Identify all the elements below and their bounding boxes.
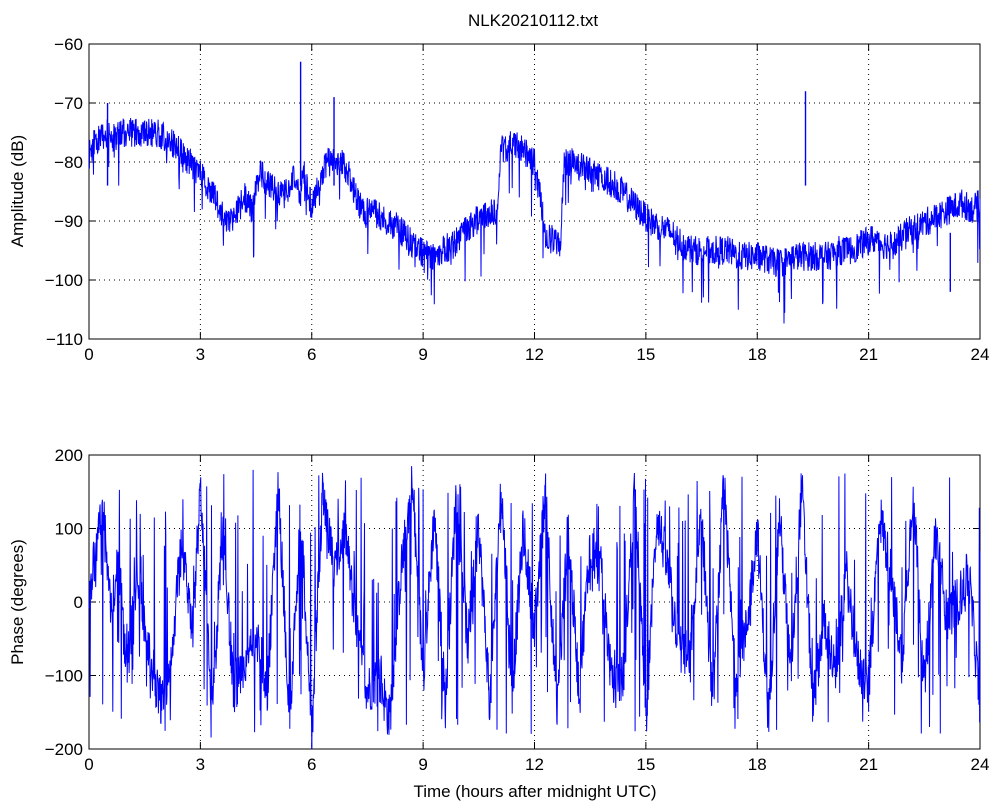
amplitude-x-tick-labels: 0 3 6 9 12 15 18 21 24	[84, 345, 989, 364]
amplitude-axes: 0 3 6 9 12 15 18 21 24 −110 −100 −90 −80 −70 −60 Ampl…	[8, 35, 989, 364]
y-tick-label: 200	[55, 446, 83, 465]
y-tick-label: −200	[45, 740, 83, 759]
phase-y-tick-labels: −200 −100 0 100 200	[45, 446, 83, 759]
x-tick-label: 18	[748, 755, 767, 774]
x-tick-label: 21	[859, 345, 878, 364]
y-tick-label: −110	[46, 330, 83, 349]
x-tick-label: 12	[525, 755, 544, 774]
x-tick-label: 0	[84, 755, 93, 774]
x-tick-label: 3	[196, 755, 205, 774]
y-tick-label: −90	[54, 212, 83, 231]
y-tick-label: −100	[45, 667, 83, 686]
phase-series	[88, 466, 981, 749]
series-line	[88, 466, 981, 749]
series-line	[88, 117, 981, 324]
x-tick-label: 0	[84, 345, 93, 364]
amplitude-y-tick-labels: −110 −100 −90 −80 −70 −60	[45, 35, 83, 349]
x-axis-label: Time (hours after midnight UTC)	[413, 782, 656, 801]
x-tick-label: 18	[748, 345, 767, 364]
amplitude-ticks	[88, 43, 981, 340]
y-tick-label: −80	[54, 153, 83, 172]
y-tick-label: −60	[54, 35, 83, 54]
x-tick-label: 15	[636, 755, 655, 774]
x-tick-label: 21	[859, 755, 878, 774]
phase-y-axis-label: Phase (degrees)	[8, 539, 27, 665]
x-tick-label: 3	[196, 345, 205, 364]
x-tick-label: 9	[418, 345, 427, 364]
y-tick-label: −70	[54, 94, 83, 113]
amplitude-series	[88, 61, 981, 324]
phase-x-tick-labels: 0 3 6 9 12 15 18 21 24	[84, 755, 989, 774]
x-tick-label: 6	[307, 755, 316, 774]
y-tick-label: 0	[74, 593, 83, 612]
phase-axes: 0 3 6 9 12 15 18 21 24 −200 −100 0 100 200 Phase (de…	[8, 446, 989, 801]
x-tick-label: 24	[971, 345, 990, 364]
chart-title: NLK20210112.txt	[468, 11, 598, 30]
x-tick-label: 9	[418, 755, 427, 774]
x-tick-label: 24	[971, 755, 990, 774]
x-tick-label: 6	[307, 345, 316, 364]
y-tick-label: 100	[55, 520, 83, 539]
x-tick-label: 15	[636, 345, 655, 364]
amplitude-y-axis-label: Amplitude (dB)	[8, 135, 27, 247]
x-tick-label: 12	[525, 345, 544, 364]
y-tick-label: −100	[45, 271, 83, 290]
